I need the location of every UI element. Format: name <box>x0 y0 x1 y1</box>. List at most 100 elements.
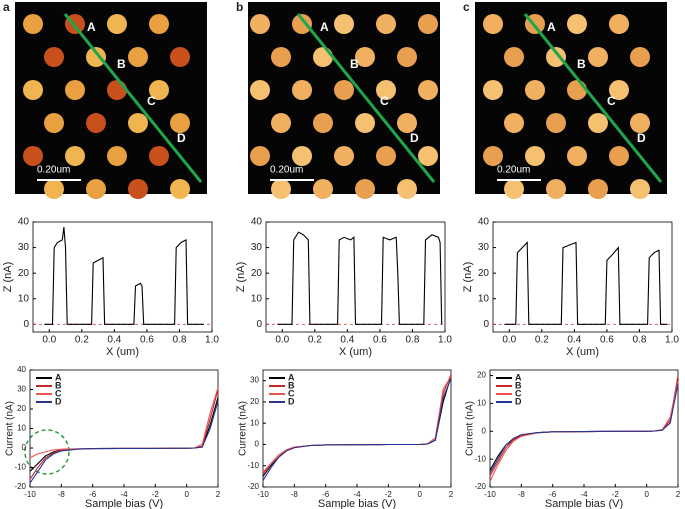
dot <box>128 47 148 67</box>
legend-label: B <box>288 380 295 390</box>
point-label: C <box>380 94 389 108</box>
y-tick-label: 30 <box>250 376 259 385</box>
x-axis-label: X (um) <box>566 346 599 358</box>
y-axis-label: Z (nA) <box>2 262 14 293</box>
legend-label: D <box>515 396 522 406</box>
dot <box>376 80 396 100</box>
dot <box>128 113 148 133</box>
x-axis-label: Sample bias (V) <box>85 498 163 509</box>
dot <box>588 47 608 67</box>
dot <box>65 146 85 166</box>
image-panel: b A B C D 0.20um <box>236 0 440 199</box>
chart: 0.0 0.2 0.4 0.6 0.8 1.0 0 10 20 30 40 X (um) Z (nA) <box>2 217 219 358</box>
x-tick-label: 0 <box>184 490 189 499</box>
y-tick-label: 0 <box>256 319 262 330</box>
legend-label: B <box>515 380 522 390</box>
y-tick-label: 10 <box>478 293 490 304</box>
dot <box>313 179 333 199</box>
dot <box>376 14 396 34</box>
dot <box>292 146 312 166</box>
dot <box>250 80 270 100</box>
x-tick-label: -2 <box>385 490 393 499</box>
dot <box>588 179 608 199</box>
legend-label: C <box>515 388 522 398</box>
dot <box>609 146 629 166</box>
dot <box>170 179 190 199</box>
dot <box>23 146 43 166</box>
dot <box>44 179 64 199</box>
x-tick-label: 0.2 <box>535 335 549 346</box>
x-tick-label: -2 <box>152 490 160 499</box>
y-tick-label: 0 <box>482 426 487 435</box>
x-tick-label: -4 <box>353 490 361 499</box>
dot <box>86 47 106 67</box>
scan-line <box>63 13 203 183</box>
legend-label: A <box>288 372 295 382</box>
x-axis-label: X (um) <box>106 346 139 358</box>
x-tick-label: 1.0 <box>665 335 679 346</box>
dot <box>630 179 650 199</box>
dot <box>250 146 270 166</box>
x-tick-label: 0.2 <box>75 335 89 346</box>
y-axis-label: Z (nA) <box>462 262 474 293</box>
x-tick-label: -6 <box>89 490 97 499</box>
scale-bar-label: 0.20um <box>270 165 303 176</box>
dot <box>504 179 524 199</box>
x-tick-label: 0.4 <box>340 335 354 346</box>
dot <box>44 47 64 67</box>
data-line <box>504 241 668 325</box>
dot <box>355 47 375 67</box>
dot <box>334 80 354 100</box>
dot <box>546 179 566 199</box>
y-tick-label: 0 <box>23 319 29 330</box>
plot-frame <box>492 221 673 333</box>
dot <box>546 113 566 133</box>
dot <box>334 14 354 34</box>
y-tick-label: 30 <box>251 242 263 253</box>
plot-frame <box>265 221 446 333</box>
image-panel: c A B C D 0.20um <box>463 0 667 199</box>
chart: 0.0 0.2 0.4 0.6 0.8 1.0 0 10 20 30 40 X (um) Z (nA) <box>462 217 679 358</box>
x-tick-label: 0.8 <box>633 335 647 346</box>
dot <box>483 80 503 100</box>
y-tick-label: 20 <box>478 268 490 279</box>
dot <box>23 14 43 34</box>
y-axis-label: Current (nA) <box>238 401 249 456</box>
data-line <box>29 401 219 484</box>
dot <box>609 80 629 100</box>
dot <box>397 179 417 199</box>
dot <box>504 113 524 133</box>
y-tick-label: 30 <box>17 385 26 394</box>
x-tick-label: 0.4 <box>567 335 581 346</box>
dot <box>355 179 375 199</box>
x-axis-label: X (um) <box>339 346 372 358</box>
dot <box>313 47 333 67</box>
y-tick-label: 40 <box>251 217 263 228</box>
dot <box>86 179 106 199</box>
dot <box>546 47 566 67</box>
point-label: A <box>547 20 556 34</box>
point-label: D <box>637 131 646 145</box>
dot <box>397 47 417 67</box>
dot <box>128 179 148 199</box>
dot <box>567 80 587 100</box>
x-tick-label: -10 <box>24 490 36 499</box>
x-tick-label: 1.0 <box>438 335 452 346</box>
dot <box>271 113 291 133</box>
legend-label: D <box>288 396 295 406</box>
y-axis-label: Current (nA) <box>5 401 16 456</box>
y-tick-label: 0 <box>22 443 27 452</box>
y-tick-label: 20 <box>477 371 486 380</box>
x-tick-label: 1.0 <box>205 335 219 346</box>
panel-letter: c <box>463 0 470 14</box>
y-tick-label: -10 <box>247 461 259 470</box>
x-tick-label: -6 <box>549 490 557 499</box>
dot <box>292 14 312 34</box>
y-tick-label: 20 <box>18 268 30 279</box>
y-tick-label: 20 <box>251 268 263 279</box>
x-tick-label: 2 <box>216 490 221 499</box>
dot <box>397 113 417 133</box>
point-label: D <box>410 131 419 145</box>
